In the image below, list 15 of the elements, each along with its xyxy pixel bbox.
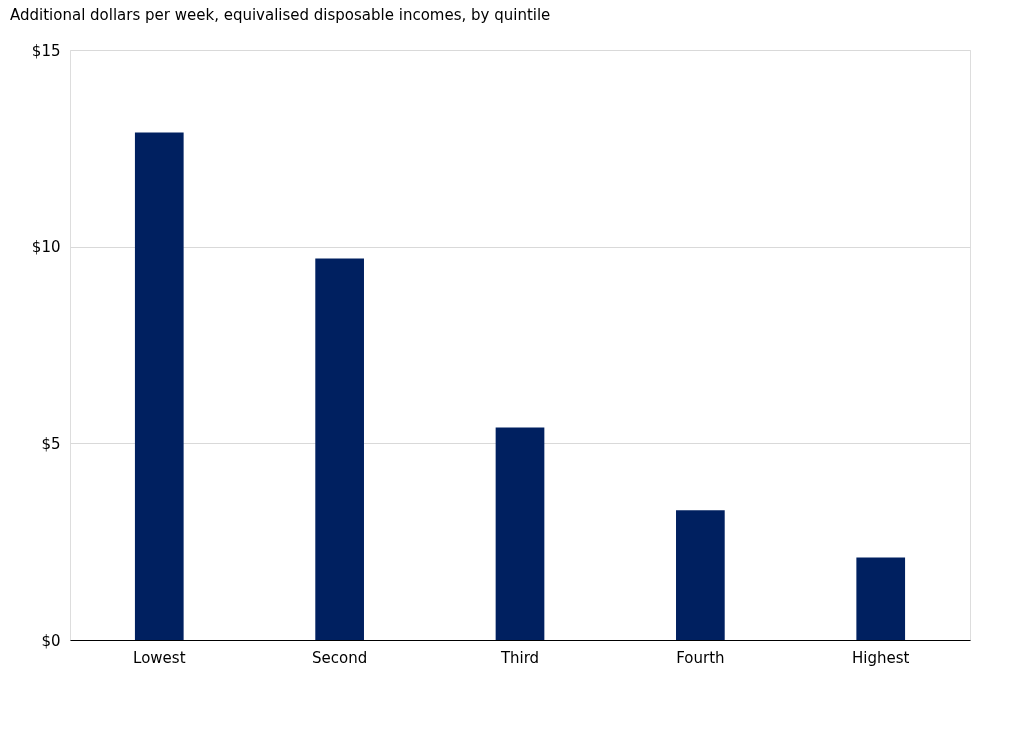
y-tick-label: $15	[31, 41, 61, 60]
x-tick-label: Highest	[852, 648, 910, 667]
y-tick-label: $5	[41, 434, 61, 453]
bar	[856, 557, 906, 640]
x-tick-label: Lowest	[133, 648, 186, 667]
x-tick-label: Fourth	[676, 648, 725, 667]
chart-title: Additional dollars per week, equivalised disposable incomes, by quintile	[10, 6, 551, 24]
y-tick-label: $10	[31, 238, 61, 257]
bar	[315, 258, 364, 640]
x-tick-label: Second	[312, 648, 368, 667]
x-tick-label: Third	[499, 648, 540, 667]
bar	[495, 427, 545, 640]
bar	[676, 510, 725, 640]
bar	[134, 132, 184, 640]
y-tick-label: $0	[41, 631, 61, 650]
